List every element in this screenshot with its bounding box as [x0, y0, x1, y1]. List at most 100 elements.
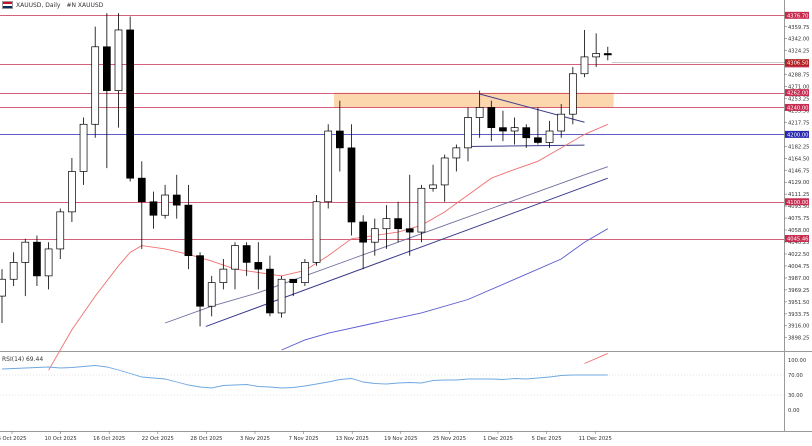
candle [568, 67, 577, 125]
price-tick-label: 3898.25 [788, 336, 809, 342]
candle [592, 33, 601, 68]
candle [580, 29, 589, 78]
candle [79, 117, 88, 185]
bear-candle-body [196, 255, 204, 307]
candle [452, 144, 461, 172]
price-tick-label: 4235.50 [788, 108, 809, 114]
bull-candle-body [324, 130, 333, 203]
candle [429, 164, 437, 192]
candle [417, 184, 426, 243]
level-tag-bg [785, 235, 809, 243]
price-tick-label: 4342.00 [788, 37, 809, 43]
candle [44, 242, 53, 290]
rsi-axis-label: 0.00 [788, 408, 800, 414]
level-tag-label: 4262.00 [787, 91, 808, 97]
bear-candle-body [499, 127, 507, 132]
price-axis-background [784, 0, 812, 442]
moving-average-line [281, 228, 609, 351]
candle [382, 205, 391, 249]
candle [289, 278, 298, 297]
bear-candle-body [487, 107, 496, 129]
price-tick-label: 3969.25 [788, 288, 809, 294]
candle [510, 117, 519, 145]
price-tick-label: 3987.00 [788, 276, 809, 282]
candle [56, 208, 65, 260]
level-tag-bg [785, 103, 809, 111]
bull-candle-body [219, 268, 228, 283]
bear-candle-body [347, 147, 356, 223]
bull-candle-body [592, 53, 601, 58]
bull-candle-body [44, 248, 53, 277]
price-tick-label: 4004.75 [788, 264, 809, 270]
resistance-zone [334, 92, 614, 108]
candle [207, 275, 216, 317]
bear-candle-body [534, 137, 542, 143]
chart-header: XAUUSD, Daily #N XAUUSD [0, 0, 103, 10]
bear-candle-body [394, 218, 402, 230]
candle [464, 107, 472, 162]
level-price-tag: 4045.46 [785, 235, 809, 243]
price-tick-label: 4058.00 [788, 228, 809, 234]
level-price-tag: 4200.00 [785, 130, 809, 138]
candle [137, 161, 146, 249]
candle [277, 275, 286, 318]
bear-candle-body [172, 194, 181, 206]
bear-candle-body [149, 201, 158, 216]
candle [102, 13, 111, 169]
candle [149, 191, 158, 229]
bull-candle-body [277, 278, 286, 314]
candle [499, 110, 507, 142]
date-tick-label: 16 Oct 2025 [93, 436, 125, 442]
candle [534, 107, 542, 145]
price-tick-label: 4040.25 [788, 240, 809, 246]
date-tick-label: 5 Dec 2025 [532, 436, 562, 442]
candle [370, 218, 379, 256]
candle [475, 90, 484, 138]
price-tick-label: 4359.75 [788, 25, 809, 31]
price-tick-label: 4111.25 [788, 192, 809, 198]
rsi-line [1, 365, 608, 389]
level-price-tag: 4240.00 [785, 103, 809, 111]
bear-candle-body [522, 127, 531, 139]
date-tick-label: 1 Dec 2025 [483, 436, 513, 442]
bear-candle-body [359, 221, 367, 243]
bear-candle-body [33, 241, 41, 277]
price-tick-label: 4253.25 [788, 97, 809, 103]
bear-candle-body [137, 177, 146, 203]
candle [359, 215, 367, 270]
bear-candle-body [102, 46, 111, 91]
rsi-axis-label: 70.00 [788, 373, 803, 379]
price-tick-label: 4146.75 [788, 168, 809, 174]
candle [196, 252, 204, 327]
candle [487, 100, 496, 142]
bear-candle-body [126, 29, 135, 179]
bull-candle-body [0, 278, 6, 297]
bull-candle-body [510, 127, 519, 132]
level-tag-label: 4100.00 [787, 200, 808, 206]
bull-candle-body [370, 228, 379, 243]
price-tick-label: 3951.50 [788, 300, 809, 306]
bull-candle-body [464, 117, 472, 149]
candle [603, 46, 612, 61]
price-tick-label: 4324.25 [788, 49, 809, 55]
bull-candle-body [207, 282, 216, 307]
bull-candle-body [440, 157, 449, 186]
bear-candle-body [289, 278, 298, 283]
moving-average-line [164, 166, 608, 324]
level-tag-bg [785, 198, 809, 206]
candle [347, 124, 356, 236]
date-tick-label: 6 Oct 2025 [0, 436, 26, 442]
price-tick-label: 4217.75 [788, 120, 809, 126]
candle [545, 120, 554, 148]
rsi-axis-label: 30.00 [788, 393, 803, 399]
candle [231, 242, 239, 290]
current-price-bg [785, 59, 809, 67]
candle [254, 242, 263, 290]
bull-candle-body [312, 201, 321, 263]
level-tag-label: 4376.70 [787, 13, 808, 19]
candle [184, 184, 193, 270]
bull-candle-body [161, 194, 169, 216]
bull-candle-body [301, 262, 309, 283]
date-tick-label: 11 Dec 2025 [579, 436, 612, 442]
